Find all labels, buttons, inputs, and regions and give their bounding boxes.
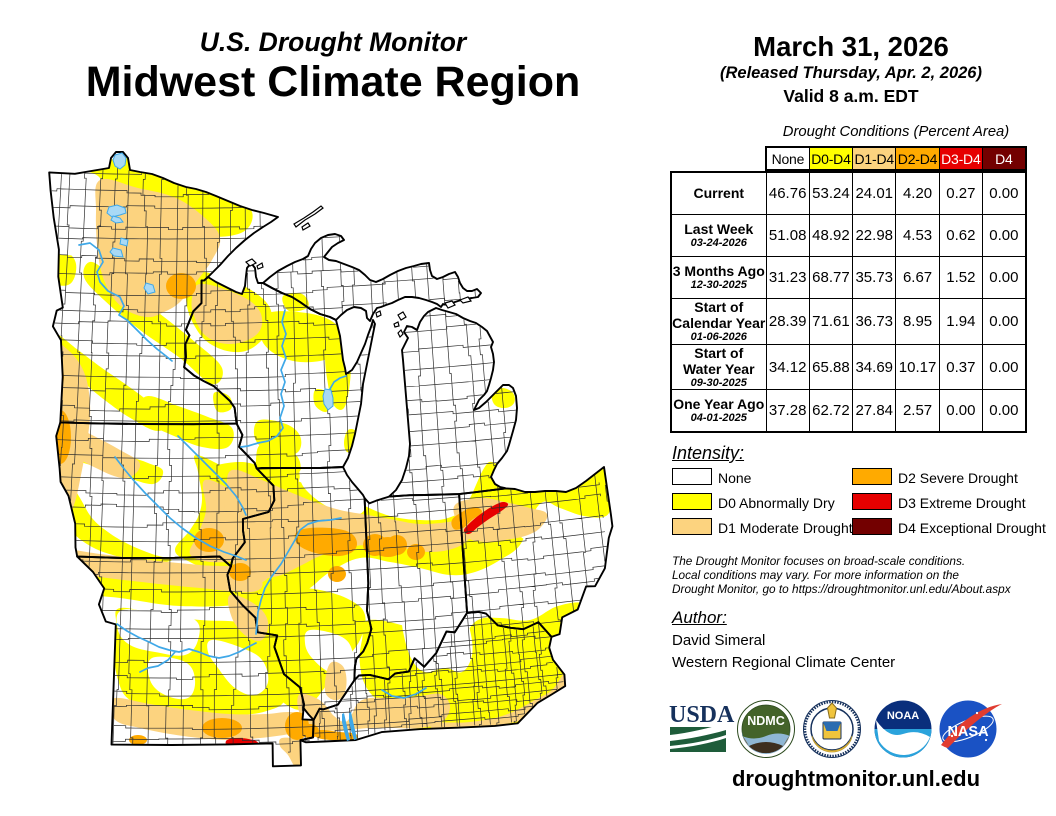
svg-text:NDMC: NDMC [747, 714, 785, 728]
svg-text:NASA: NASA [947, 724, 989, 740]
svg-text:NOAA: NOAA [887, 710, 919, 722]
